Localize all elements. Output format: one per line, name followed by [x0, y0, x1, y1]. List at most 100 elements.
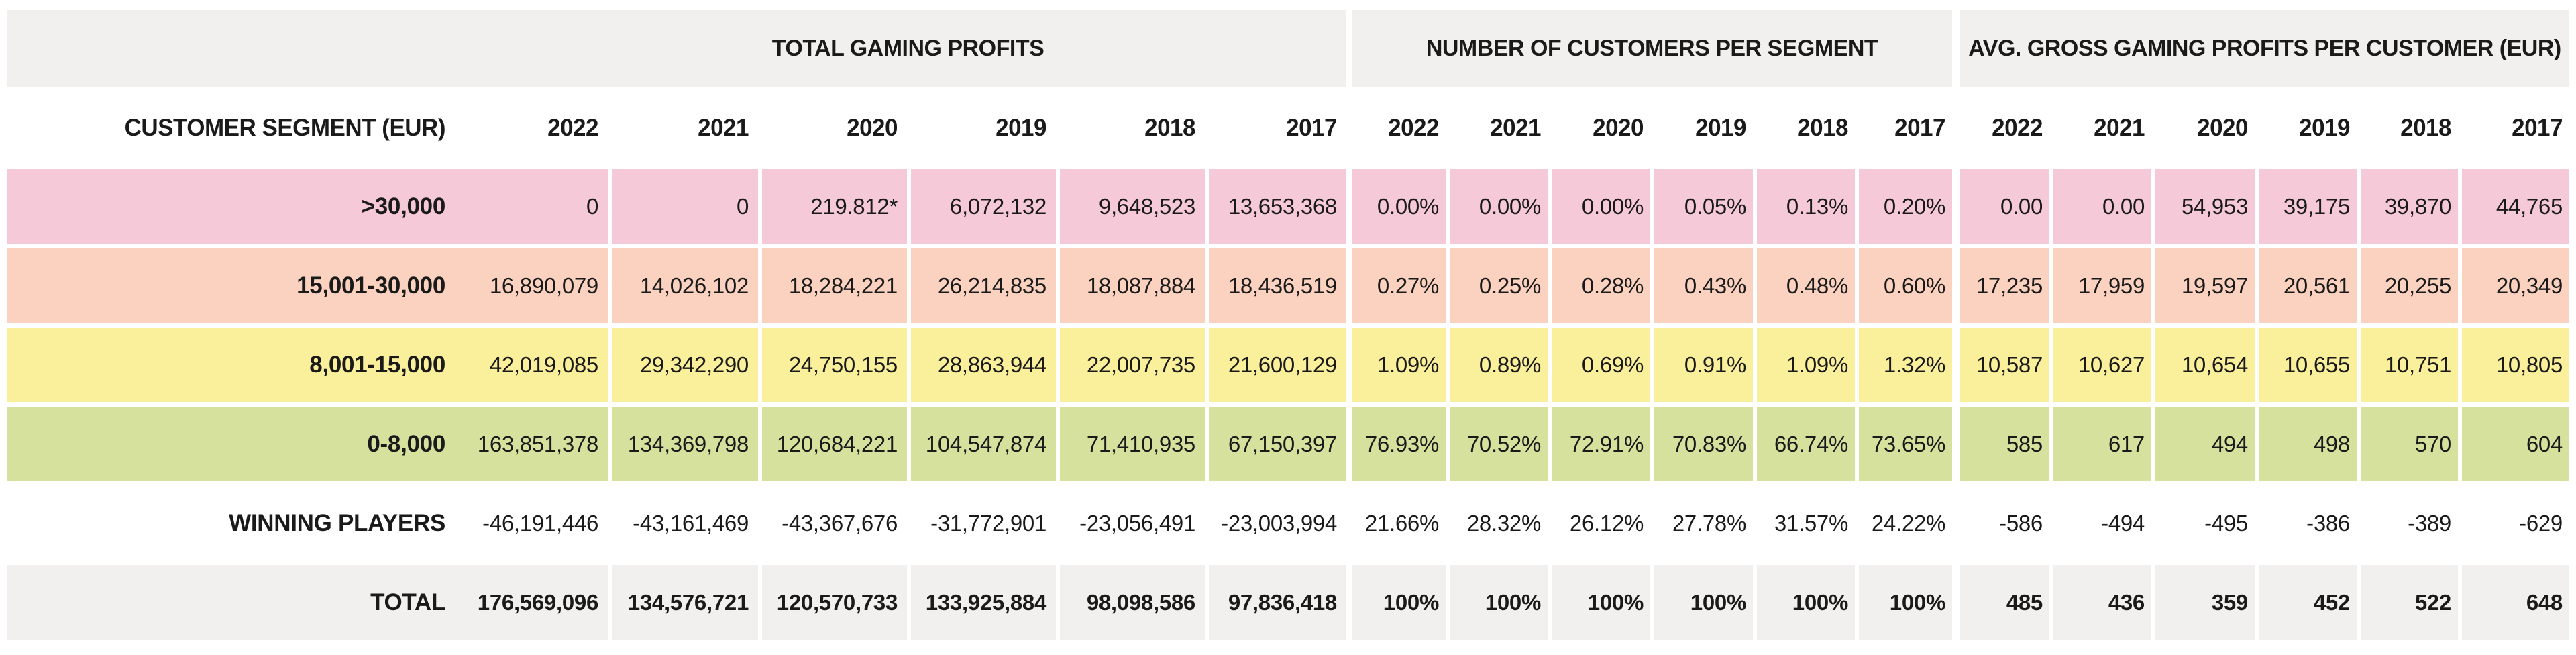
value-cell-avg-2019: 452	[2259, 565, 2357, 640]
value-cell-avg-2019: -386	[2259, 486, 2357, 560]
value-cell-profits-2020: 219.812*	[762, 169, 907, 244]
value-cell-customers-2019: 27.78%	[1654, 486, 1753, 560]
year-header-g1-2020: 2020	[1593, 115, 1644, 141]
value-cell-profits-2020: 120,570,733	[762, 565, 907, 640]
value-cell-avg-2021: -494	[2053, 486, 2151, 560]
value-cell-customers-2019: 0.91%	[1654, 328, 1753, 402]
value-cell-profits-2018: 98,098,586	[1060, 565, 1205, 640]
table-row-8-001-15-000: 8,001-15,000 42,019,085 29,342,290 24,750,1…	[7, 328, 2569, 402]
value-cell-customers-2021: 0.89%	[1450, 328, 1548, 402]
value-cell-profits-2017: 97,836,418	[1209, 565, 1346, 640]
value-cell-customers-2018: 0.13%	[1757, 169, 1855, 244]
value-cell-profits-2018: 18,087,884	[1060, 248, 1205, 323]
year-header-g0-2022: 2022	[547, 115, 598, 141]
value-cell-avg-2018: 570	[2361, 407, 2458, 481]
table-body: >30,000 0 0 219.812* 6,072,132 9,648,523 13,65…	[7, 169, 2569, 640]
value-cell-customers-2020: 0.00%	[1552, 169, 1650, 244]
value-cell-customers-2020: 26.12%	[1552, 486, 1650, 560]
value-cell-avg-2017: 648	[2462, 565, 2569, 640]
value-cell-avg-2022: 485	[1960, 565, 2049, 640]
value-cell-avg-2022: 0.00	[1960, 169, 2049, 244]
table-row-30-000: >30,000 0 0 219.812* 6,072,132 9,648,523 13,65…	[7, 169, 2569, 244]
segment-column-header: CUSTOMER SEGMENT (EUR)	[124, 115, 446, 141]
group-header-row: TOTAL GAMING PROFITS NUMBER OF CUSTOMERS…	[7, 10, 2569, 87]
segment-label-winning-players: WINNING PLAYERS	[7, 486, 470, 560]
value-cell-customers-2020: 0.28%	[1552, 248, 1650, 323]
year-header-g1-2017: 2017	[1894, 115, 1945, 141]
year-header-g0-2021: 2021	[698, 115, 749, 141]
value-cell-profits-2019: 6,072,132	[911, 169, 1056, 244]
value-cell-customers-2022: 0.00%	[1352, 169, 1446, 244]
value-cell-avg-2017: 10,805	[2462, 328, 2569, 402]
value-cell-avg-2018: 39,870	[2361, 169, 2458, 244]
year-header-g0-2020: 2020	[847, 115, 898, 141]
year-header-g1-2018: 2018	[1797, 115, 1848, 141]
value-cell-avg-2017: 604	[2462, 407, 2569, 481]
group-header-total-gaming-profits: TOTAL GAMING PROFITS	[7, 10, 1346, 87]
value-cell-avg-2018: -389	[2361, 486, 2458, 560]
year-header-row: CUSTOMER SEGMENT (EUR) 2022 2021 2020 2019 20…	[7, 87, 2569, 169]
year-header-g2-2017: 2017	[2512, 115, 2563, 141]
value-cell-avg-2020: 54,953	[2155, 169, 2255, 244]
value-cell-avg-2017: -629	[2462, 486, 2569, 560]
value-cell-avg-2022: -586	[1960, 486, 2049, 560]
value-cell-avg-2019: 498	[2259, 407, 2357, 481]
table-row-total: TOTAL 176,569,096 134,576,721 120,570,733 13…	[7, 565, 2569, 640]
value-cell-customers-2022: 100%	[1352, 565, 1446, 640]
year-header-g1-2019: 2019	[1695, 115, 1746, 141]
value-cell-profits-2019: 104,547,874	[911, 407, 1056, 481]
value-cell-customers-2022: 0.27%	[1352, 248, 1446, 323]
value-cell-avg-2019: 39,175	[2259, 169, 2357, 244]
value-cell-profits-2020: 18,284,221	[762, 248, 907, 323]
table-row-0-8-000: 0-8,000 163,851,378 134,369,798 120,684,221…	[7, 407, 2569, 481]
value-cell-customers-2017: 73.65%	[1859, 407, 1952, 481]
value-cell-avg-2017: 44,765	[2462, 169, 2569, 244]
value-cell-avg-2020: 19,597	[2155, 248, 2255, 323]
value-cell-customers-2021: 28.32%	[1450, 486, 1548, 560]
value-cell-profits-2021: 134,576,721	[612, 565, 758, 640]
value-cell-customers-2021: 70.52%	[1450, 407, 1548, 481]
value-cell-profits-2022: 163,851,378	[470, 407, 608, 481]
value-cell-profits-2021: 0	[612, 169, 758, 244]
value-cell-profits-2017: 67,150,397	[1209, 407, 1346, 481]
value-cell-avg-2018: 10,751	[2361, 328, 2458, 402]
segment-label-15-001-30-000: 15,001-30,000	[7, 248, 470, 323]
value-cell-avg-2021: 10,627	[2053, 328, 2151, 402]
value-cell-customers-2018: 66.74%	[1757, 407, 1855, 481]
value-cell-avg-2022: 10,587	[1960, 328, 2049, 402]
value-cell-profits-2018: 71,410,935	[1060, 407, 1205, 481]
value-cell-profits-2022: 176,569,096	[470, 565, 608, 640]
year-header-g2-2020: 2020	[2197, 115, 2248, 141]
value-cell-profits-2019: -31,772,901	[911, 486, 1056, 560]
table-row-15-001-30-000: 15,001-30,000 16,890,079 14,026,102 18,284,…	[7, 248, 2569, 323]
value-cell-profits-2020: 24,750,155	[762, 328, 907, 402]
value-cell-customers-2022: 76.93%	[1352, 407, 1446, 481]
value-cell-profits-2017: 13,653,368	[1209, 169, 1346, 244]
value-cell-avg-2020: 359	[2155, 565, 2255, 640]
year-header-g2-2022: 2022	[1992, 115, 2043, 141]
value-cell-customers-2018: 1.09%	[1757, 328, 1855, 402]
year-header-g2-2021: 2021	[2094, 115, 2145, 141]
value-cell-profits-2020: -43,367,676	[762, 486, 907, 560]
value-cell-customers-2021: 0.00%	[1450, 169, 1548, 244]
value-cell-profits-2019: 133,925,884	[911, 565, 1056, 640]
value-cell-customers-2021: 100%	[1450, 565, 1548, 640]
value-cell-profits-2022: 0	[470, 169, 608, 244]
group-header-number-of-customers: NUMBER OF CUSTOMERS PER SEGMENT	[1352, 10, 1952, 87]
value-cell-customers-2021: 0.25%	[1450, 248, 1548, 323]
value-cell-profits-2021: -43,161,469	[612, 486, 758, 560]
value-cell-customers-2020: 72.91%	[1552, 407, 1650, 481]
value-cell-customers-2017: 24.22%	[1859, 486, 1952, 560]
segment-label-30-000: >30,000	[7, 169, 470, 244]
value-cell-customers-2017: 100%	[1859, 565, 1952, 640]
value-cell-profits-2019: 28,863,944	[911, 328, 1056, 402]
value-cell-profits-2018: 22,007,735	[1060, 328, 1205, 402]
year-header-g0-2017: 2017	[1286, 115, 1337, 141]
year-header-g0-2018: 2018	[1144, 115, 1195, 141]
segment-label-8-001-15-000: 8,001-15,000	[7, 328, 470, 402]
year-header-g1-2022: 2022	[1388, 115, 1439, 141]
year-header-g2-2018: 2018	[2400, 115, 2451, 141]
value-cell-customers-2020: 100%	[1552, 565, 1650, 640]
value-cell-customers-2019: 0.05%	[1654, 169, 1753, 244]
